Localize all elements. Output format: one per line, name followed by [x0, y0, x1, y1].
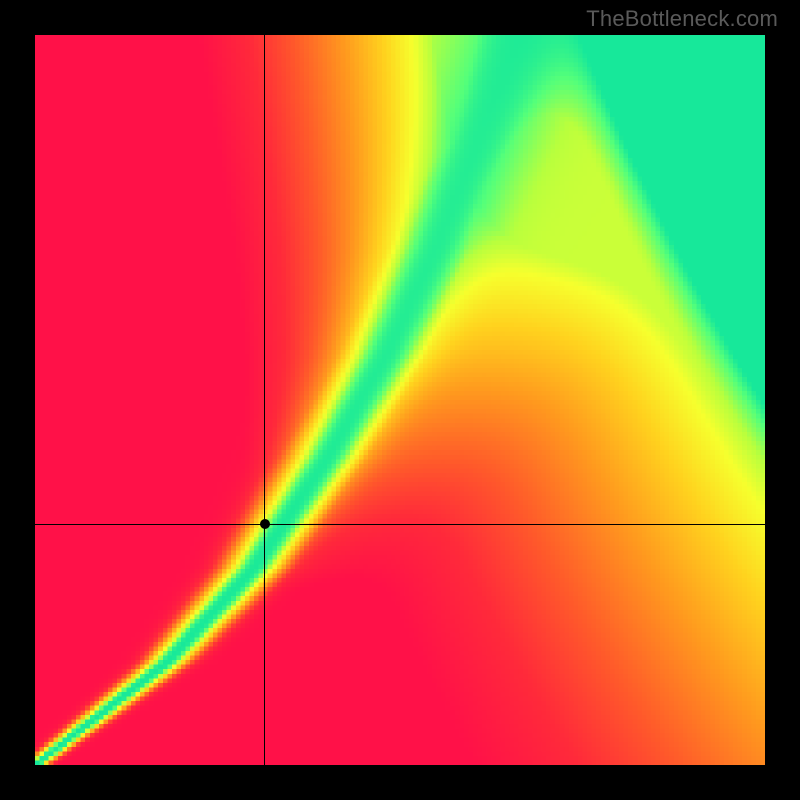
crosshair-marker-dot: [260, 519, 270, 529]
plot-area: [35, 35, 765, 765]
watermark-text: TheBottleneck.com: [586, 6, 778, 32]
chart-container: TheBottleneck.com: [0, 0, 800, 800]
crosshair-vertical: [264, 35, 265, 765]
crosshair-horizontal: [35, 524, 765, 525]
heatmap-canvas: [35, 35, 765, 765]
